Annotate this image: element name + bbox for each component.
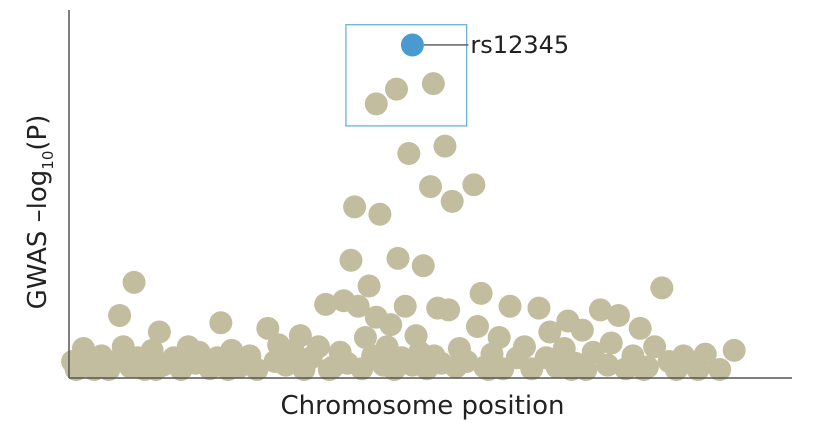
snp-point — [256, 316, 280, 340]
snp-point — [108, 303, 132, 327]
snp-point — [599, 331, 623, 355]
snp-point — [596, 353, 620, 377]
snp-point — [643, 335, 667, 359]
snp-point — [82, 358, 106, 381]
snp-point — [364, 92, 388, 116]
x-axis-title: Chromosome position — [281, 391, 565, 421]
snp-point — [314, 292, 338, 316]
y-axis-title-subscript: 10 — [39, 151, 57, 170]
snp-point — [397, 142, 421, 166]
snp-point — [527, 296, 551, 320]
snp-point — [440, 189, 464, 213]
snp-point — [455, 349, 479, 373]
snp-point — [476, 358, 500, 381]
highlight-box — [345, 24, 468, 127]
y-axis-title: GWAS –log10(P) — [23, 115, 57, 310]
snp-point — [570, 318, 594, 342]
y-axis-title-suffix: (P) — [23, 115, 53, 151]
snp-point — [588, 298, 612, 322]
snp-point — [393, 294, 417, 318]
snp-point — [386, 246, 410, 270]
snp-point — [722, 338, 746, 362]
snp-point — [144, 358, 168, 381]
snp-point — [288, 324, 312, 348]
snp-point — [411, 254, 435, 278]
snp-point — [462, 173, 486, 197]
highlight-point — [400, 33, 424, 57]
snp-point — [343, 195, 367, 219]
snp-point — [498, 294, 522, 318]
points-layer — [61, 72, 746, 381]
snp-point — [147, 320, 171, 344]
snp-point — [433, 134, 457, 158]
snp-point — [346, 294, 370, 318]
snp-point — [512, 335, 536, 359]
snp-point — [353, 326, 377, 350]
snp-point — [306, 335, 330, 359]
snp-point — [339, 248, 363, 272]
snp-point — [465, 314, 489, 338]
y-axis-title-prefix: GWAS –log — [23, 170, 53, 310]
snp-point — [419, 175, 442, 199]
snp-point — [357, 274, 381, 298]
snp-point — [628, 316, 652, 340]
snp-point — [632, 358, 656, 381]
snp-point — [538, 320, 562, 344]
snp-point — [368, 202, 392, 226]
snp-point — [61, 349, 85, 373]
snp-point — [209, 311, 233, 335]
snp-point — [245, 358, 269, 381]
snp-point — [437, 298, 461, 322]
snp-point — [559, 358, 583, 381]
snp-point — [187, 340, 211, 364]
snp-point — [379, 313, 403, 337]
snp-point — [216, 358, 240, 381]
highlight-label: rs12345 — [470, 31, 569, 59]
snp-point — [708, 358, 732, 381]
snp-point — [606, 303, 630, 327]
snp-point — [317, 358, 341, 381]
snp-point — [421, 72, 445, 96]
snp-point — [686, 358, 710, 381]
snp-point — [487, 326, 511, 350]
snp-point — [650, 276, 674, 300]
snp-point — [469, 281, 493, 305]
snp-point — [122, 270, 146, 294]
snp-point — [385, 77, 409, 101]
